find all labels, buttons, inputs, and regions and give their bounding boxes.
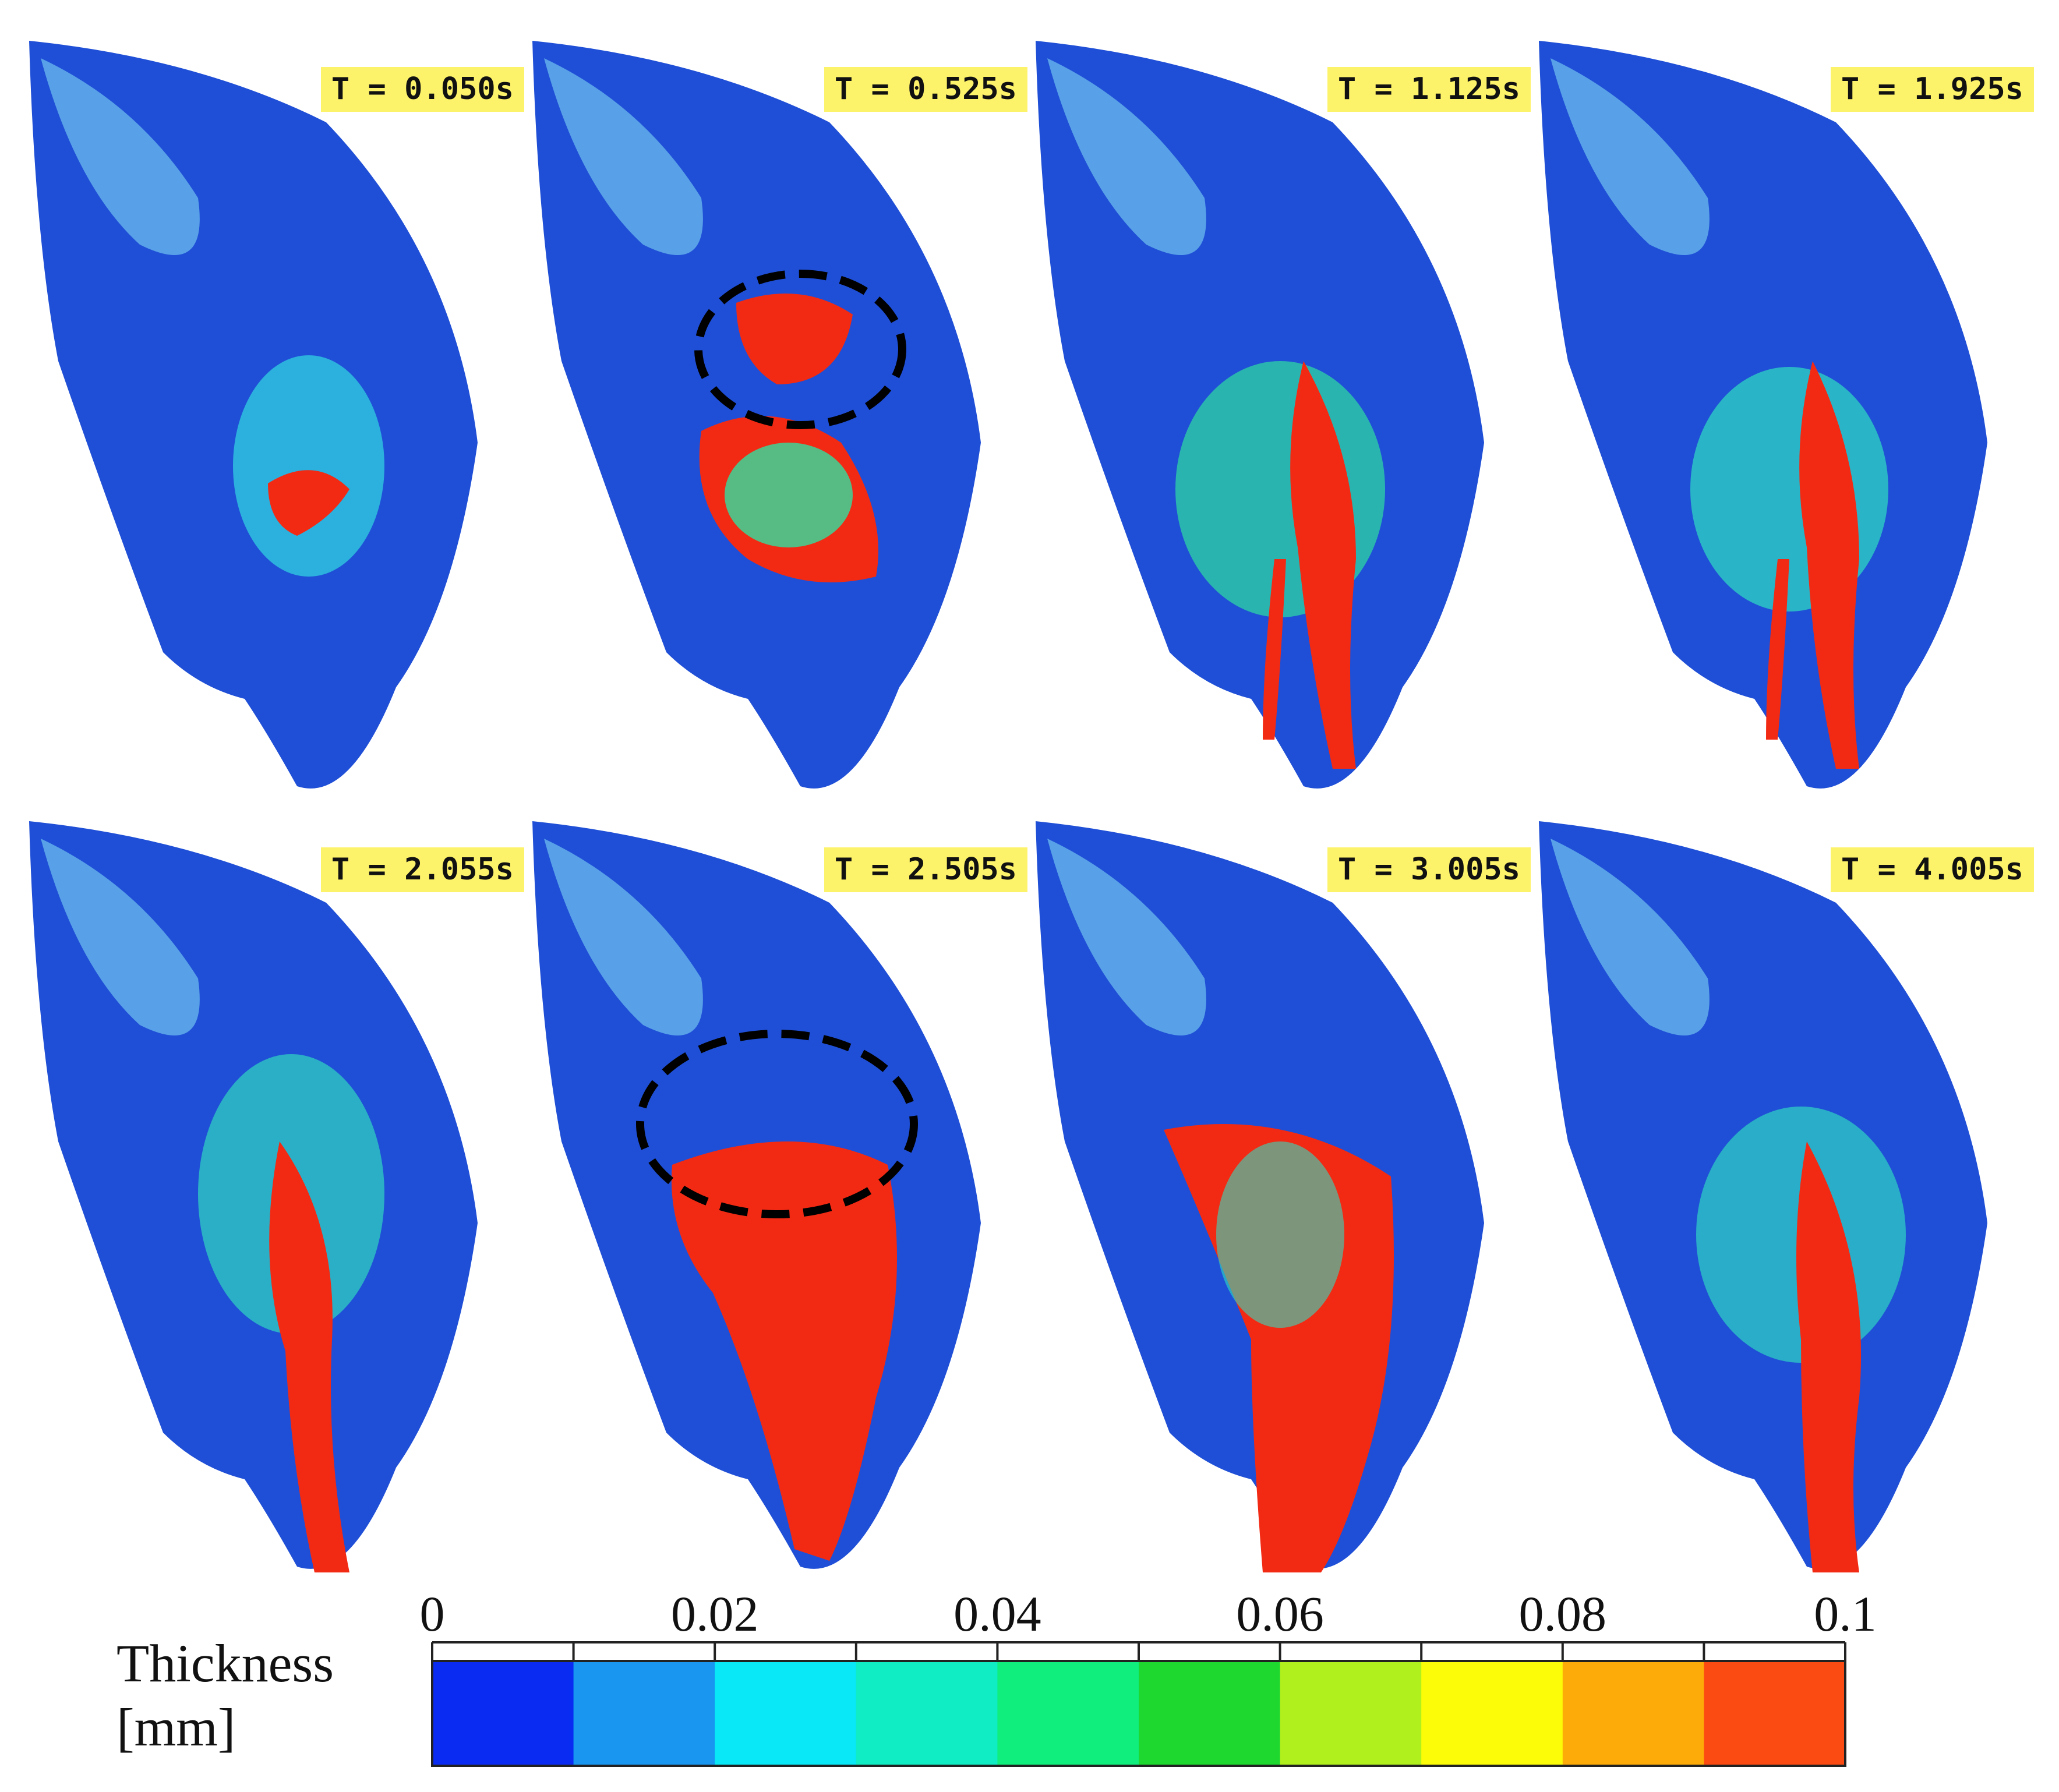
tick-label: 0.1	[1814, 1586, 1877, 1642]
time-label: T = 4.005s	[1830, 847, 2034, 893]
panel-5: T = 2.055s	[23, 815, 527, 1602]
tick-label: 0	[419, 1586, 445, 1642]
surface-map	[1539, 821, 1987, 1572]
panel-8: T = 4.005s	[1533, 815, 2036, 1602]
surface-map	[1036, 41, 1484, 789]
legend-unit: [mm]	[116, 1698, 236, 1757]
highlight-circle	[694, 270, 906, 429]
panel-7: T = 3.005s	[1030, 815, 1533, 1602]
colorbar-segment	[1280, 1661, 1422, 1766]
time-label: T = 0.050s	[320, 67, 524, 112]
colorbar-segment	[997, 1661, 1139, 1766]
panel-2: T = 0.525s	[527, 35, 1030, 821]
tick-label: 0.06	[1236, 1586, 1324, 1642]
surface-map	[29, 41, 478, 789]
surface-map	[29, 821, 478, 1572]
colorbar-segment	[1562, 1661, 1704, 1766]
colorbar-segment	[715, 1661, 857, 1766]
colorbar-segment	[432, 1661, 574, 1766]
color-legend: Thickness [mm] 0 0.02 0.04 0.06 0.08 0.1	[0, 1572, 2059, 1792]
colorbar	[431, 1641, 1846, 1767]
panel-1: T = 0.050s	[23, 35, 527, 821]
colorbar-segment	[1139, 1661, 1281, 1766]
colorbar-segment	[1421, 1661, 1563, 1766]
colorbar-segment	[573, 1661, 715, 1766]
panel-6: T = 2.505s	[527, 815, 1030, 1602]
tick-label: 0.04	[953, 1586, 1041, 1642]
time-label: T = 1.125s	[1327, 67, 1531, 112]
panel-3: T = 1.125s	[1030, 35, 1533, 821]
surface-map	[1036, 821, 1484, 1572]
highlight-circle	[636, 1030, 918, 1218]
surface-map	[532, 41, 981, 789]
legend-title: Thickness	[116, 1634, 334, 1693]
panel-4: T = 1.925s	[1533, 35, 2036, 821]
time-label: T = 2.055s	[320, 847, 524, 893]
tick-label: 0.02	[670, 1586, 759, 1642]
colorbar-segment	[856, 1661, 998, 1766]
colorbar-segment	[1704, 1661, 1846, 1766]
surface-map	[532, 821, 981, 1569]
surface-map	[1539, 41, 1987, 789]
time-label: T = 1.925s	[1830, 67, 2034, 112]
tick-label: 0.08	[1518, 1586, 1607, 1642]
time-label: T = 3.005s	[1327, 847, 1531, 893]
time-label: T = 2.505s	[824, 847, 1027, 893]
time-label: T = 0.525s	[824, 67, 1027, 112]
